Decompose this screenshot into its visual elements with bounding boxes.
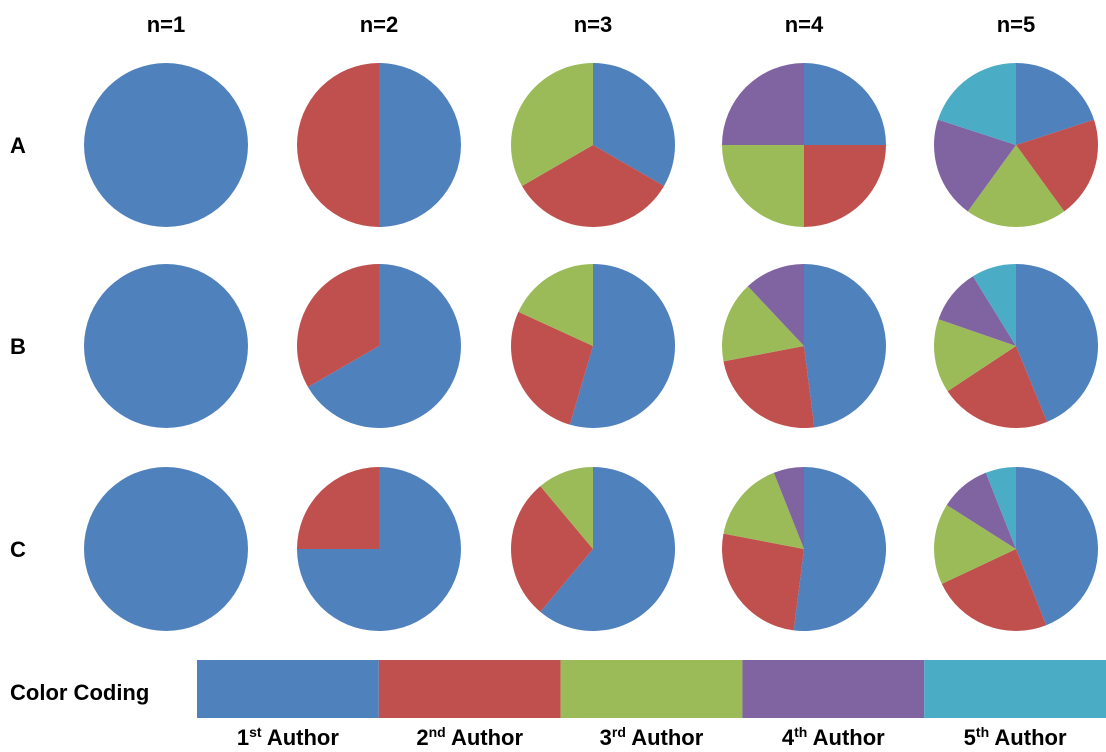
pie-slice (721, 286, 804, 362)
pie-slice (773, 467, 804, 549)
pie-slice (1016, 264, 1099, 422)
pie-slice (510, 311, 593, 425)
pie-slice (296, 263, 379, 387)
row-label: C (10, 537, 26, 562)
pie-slice (379, 63, 461, 227)
pie-slice (947, 346, 1048, 428)
pie-chart (721, 467, 887, 631)
pie-slice (1016, 119, 1099, 212)
row-labels: A B C (10, 133, 26, 562)
pie-chart (297, 467, 461, 631)
pie-slice (569, 264, 676, 428)
pie-slice (511, 486, 593, 612)
pie-slice (297, 467, 379, 549)
pie-slice (722, 145, 804, 227)
pie-chart (934, 264, 1099, 428)
column-header: n=2 (360, 12, 399, 37)
pie-slice (721, 533, 804, 631)
column-header: n=4 (785, 12, 824, 37)
pie-slice (540, 467, 593, 549)
pie-chart (722, 63, 886, 227)
pie-slice (946, 472, 1016, 549)
pie-slice (723, 346, 815, 428)
pie-slice (804, 63, 886, 145)
legend-swatch (742, 660, 925, 718)
pie-slice (510, 63, 593, 187)
pie-slice (747, 264, 804, 346)
pie-slice (540, 467, 676, 631)
pie-chart (84, 63, 248, 227)
row-label: B (10, 334, 26, 359)
pie-slice (1016, 467, 1098, 626)
pie-slice (307, 264, 461, 428)
pie-slice (84, 63, 248, 227)
pie-slice (985, 467, 1016, 549)
legend-label: 2nd Author (416, 724, 523, 750)
pie-slice (934, 319, 1016, 392)
pie-slice (518, 264, 593, 346)
pie-slice (1016, 62, 1094, 145)
pie-chart (511, 467, 676, 631)
pie-chart (721, 264, 886, 428)
legend-swatch (924, 660, 1106, 718)
pie-slice (967, 145, 1065, 228)
pie-chart (84, 467, 248, 631)
column-headers: n=1 n=2 n=3 n=4 n=5 (147, 12, 1036, 37)
pie-chart (510, 63, 676, 228)
color-coding-legend: Color Coding 1st Author 2nd Author 3rd Aut… (10, 660, 1106, 750)
pie-slice (793, 467, 887, 631)
column-header: n=5 (997, 12, 1036, 37)
pie-chart (297, 63, 461, 227)
pie-slice (938, 62, 1016, 145)
legend-label: 1st Author (237, 724, 340, 750)
pie-slice (941, 549, 1047, 632)
pie-slice (938, 276, 1016, 346)
row-label: A (10, 133, 26, 158)
pie-chart (296, 263, 461, 428)
legend-title: Color Coding (10, 680, 149, 705)
pie-slice (933, 119, 1016, 212)
pie-chart (84, 264, 248, 428)
pie-slice (522, 145, 665, 228)
legend-labels: 1st Author 2nd Author 3rd Author 4th Author… (237, 724, 1067, 750)
pie-slice (84, 467, 248, 631)
pie-chart (510, 264, 676, 428)
legend-label: 4th Author (782, 724, 885, 750)
pie-slice (297, 63, 379, 227)
pie-slice (804, 145, 886, 227)
legend-label: 5th Author (964, 724, 1067, 750)
pie-slice (593, 63, 676, 186)
pie-slice (934, 505, 1016, 584)
pie-slice (972, 264, 1016, 346)
pie-chart (934, 467, 1098, 632)
legend-swatch (378, 660, 561, 718)
legend-label: 3rd Author (600, 724, 704, 750)
pie-chart (933, 62, 1099, 228)
pie-grid (84, 62, 1099, 632)
pie-slice (722, 63, 804, 145)
legend-swatches (197, 660, 1106, 718)
column-header: n=1 (147, 12, 186, 37)
legend-swatch (197, 660, 379, 718)
pie-slice (723, 472, 804, 549)
column-header: n=3 (574, 12, 613, 37)
pie-slice (84, 264, 248, 428)
legend-swatch (560, 660, 743, 718)
pie-slice (804, 264, 886, 428)
